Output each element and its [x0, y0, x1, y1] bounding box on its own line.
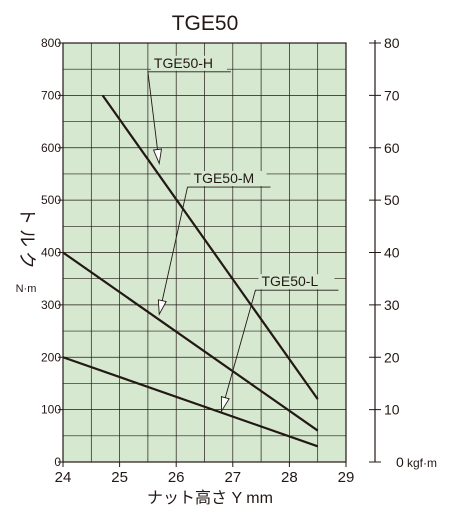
- y-tick-label: 0: [54, 455, 61, 469]
- y-tick-label: 100: [41, 403, 61, 417]
- axes: 0 100 200 300 400 500 600 700 800 0 10 20 30 40 50 60 70…: [41, 35, 404, 486]
- y-tick-label: 700: [41, 88, 61, 102]
- y-tick-label: 300: [41, 298, 61, 312]
- y-axis-label-char: ル: [17, 229, 37, 247]
- y-tick-label: 200: [41, 350, 61, 364]
- series-label: TGE50-M: [194, 170, 255, 186]
- x-axis-label: ナット高さ Y mm: [147, 489, 273, 507]
- y2-tick-label: 70: [384, 87, 400, 103]
- y-axis-label-char: ク: [17, 251, 37, 269]
- series-label-background: [190, 171, 267, 187]
- series-line: [62, 251, 319, 432]
- series-label-leader: [147, 71, 231, 150]
- y-tick-label: 400: [41, 246, 61, 260]
- y2-axis-unit: kgf·m: [407, 456, 437, 470]
- grid: [63, 43, 346, 462]
- series-label-arrow: [220, 396, 230, 413]
- x-tick-label: 26: [168, 469, 185, 486]
- y2-tick-label: 60: [384, 140, 400, 156]
- series-label-arrow: [157, 299, 167, 316]
- series-labels: TGE50-H TGE50-M TGE50-L: [147, 55, 339, 413]
- y2-tick-label: 20: [384, 349, 400, 365]
- series-line: [101, 94, 319, 400]
- series-label: TGE50-L: [261, 273, 318, 289]
- x-tick-label: 25: [111, 469, 128, 486]
- series-label-background: [258, 274, 335, 290]
- y-tick-label: 800: [41, 36, 61, 50]
- y2-tick-label: 50: [384, 192, 400, 208]
- y2-tick-label: 10: [384, 402, 400, 418]
- y2-tick-label: 40: [384, 245, 400, 261]
- series-label: TGE50-H: [154, 55, 213, 71]
- series-label-background: [150, 55, 227, 71]
- y2-tick-label: 0: [396, 454, 404, 470]
- y-tick-label: 600: [41, 141, 61, 155]
- x-tick-label: 27: [224, 469, 241, 486]
- series-label-arrow: [152, 148, 163, 166]
- series-line: [62, 356, 319, 448]
- series-label-leader: [161, 186, 271, 301]
- x-tick-label: 28: [281, 469, 298, 486]
- y2-tick-label: 80: [384, 35, 400, 51]
- y-axis-label-char: ト: [17, 207, 37, 225]
- y-axis-unit: N·m: [16, 283, 37, 295]
- series-lines: [62, 94, 319, 448]
- y-axis-label: トルク: [17, 207, 37, 269]
- chart-title: TGE50: [172, 12, 239, 35]
- series-label-leader: [224, 289, 339, 398]
- x-tick-label: 29: [338, 469, 355, 486]
- y2-tick-label: 30: [384, 297, 400, 313]
- y-tick-label: 500: [41, 193, 61, 207]
- x-tick-label: 24: [55, 469, 72, 486]
